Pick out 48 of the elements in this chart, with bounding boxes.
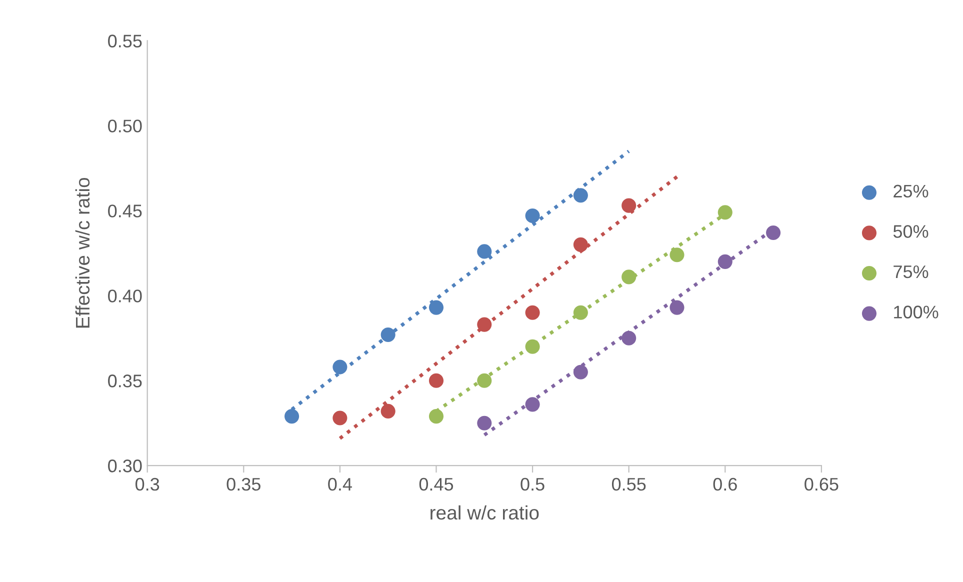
legend-label: 25% (894, 184, 928, 198)
y-axis-title: Effective w/c ratio (75, 178, 90, 328)
x-tick-label: 0.65 (804, 478, 838, 491)
point (477, 416, 492, 430)
point (525, 208, 540, 224)
point (284, 409, 300, 424)
point (670, 248, 684, 262)
point (428, 409, 444, 424)
x-tick-label: 0.55 (612, 478, 646, 491)
point (477, 317, 492, 332)
x-tick-label: 0.3 (135, 478, 160, 491)
point (477, 244, 492, 259)
x-tick-label: 0.35 (226, 478, 260, 491)
point (428, 300, 444, 315)
point (573, 305, 588, 320)
point (622, 330, 636, 346)
legend-label: 100% (894, 306, 938, 318)
y-tick-label: 0.30 (108, 460, 142, 472)
x-tick-label: 0.6 (713, 478, 737, 491)
y-tick-label: 0.45 (108, 204, 142, 218)
point (573, 188, 588, 203)
point (622, 198, 636, 213)
point (622, 270, 636, 284)
point (766, 225, 781, 240)
point (573, 364, 588, 380)
point (573, 237, 588, 252)
y-tick-label: 0.40 (108, 290, 142, 302)
point (332, 360, 348, 374)
point (332, 410, 348, 426)
point (525, 397, 540, 412)
point (718, 254, 732, 269)
point (670, 300, 684, 315)
y-tick-label: 0.35 (108, 374, 142, 388)
point (477, 373, 492, 388)
legend-label: 50% (893, 225, 928, 238)
x-tick-label: 0.4 (328, 478, 352, 491)
y-tick-label: 0.50 (108, 120, 142, 132)
point (380, 327, 396, 342)
point (718, 205, 732, 220)
legend-label: 75% (894, 265, 928, 278)
point (525, 305, 540, 320)
point (525, 339, 540, 354)
x-tick-label: 0.5 (520, 478, 544, 491)
x-axis-title: real w/c ratio (430, 505, 539, 520)
point (380, 404, 396, 418)
y-tick-label: 0.55 (108, 34, 142, 48)
x-tick-label: 0.45 (419, 478, 454, 491)
point (428, 373, 444, 388)
